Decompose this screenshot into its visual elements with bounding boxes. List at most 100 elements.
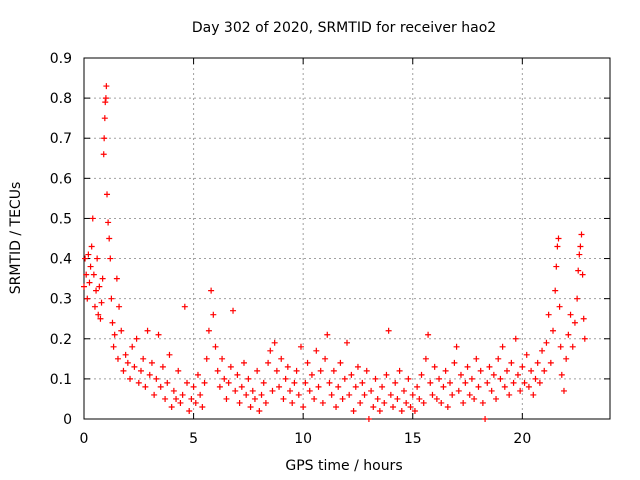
- data-point: [473, 355, 480, 362]
- y-tick-label: 0.5: [50, 211, 72, 227]
- data-point: [466, 391, 473, 398]
- data-point: [118, 327, 125, 334]
- data-point: [116, 303, 123, 310]
- data-point: [534, 359, 541, 366]
- data-point: [427, 379, 434, 386]
- data-point: [186, 407, 193, 414]
- data-point: [282, 375, 289, 382]
- data-point: [140, 355, 147, 362]
- data-point: [254, 367, 261, 374]
- data-point: [324, 331, 331, 338]
- data-points: [81, 83, 588, 422]
- data-point: [223, 395, 230, 402]
- data-point: [199, 403, 206, 410]
- data-point: [230, 307, 237, 314]
- data-point: [173, 395, 180, 402]
- data-point: [315, 383, 322, 390]
- data-point: [571, 319, 578, 326]
- data-point: [232, 387, 239, 394]
- data-point: [105, 219, 112, 226]
- data-point: [341, 375, 348, 382]
- data-point: [162, 395, 169, 402]
- data-point: [409, 391, 416, 398]
- data-point: [104, 191, 111, 198]
- data-point: [363, 367, 370, 374]
- data-point: [471, 395, 478, 402]
- data-point: [558, 371, 565, 378]
- data-point: [346, 391, 353, 398]
- data-point: [151, 391, 158, 398]
- data-point: [168, 403, 175, 410]
- data-point: [175, 367, 182, 374]
- data-point: [330, 367, 337, 374]
- data-point: [88, 243, 95, 250]
- data-point: [431, 363, 438, 370]
- data-point: [304, 359, 311, 366]
- data-point: [170, 387, 177, 394]
- data-point: [536, 379, 543, 386]
- data-point: [201, 379, 208, 386]
- data-point: [482, 416, 489, 422]
- data-point: [110, 343, 117, 350]
- data-point: [179, 391, 186, 398]
- data-point: [486, 363, 493, 370]
- data-point: [578, 231, 585, 238]
- data-point: [227, 363, 234, 370]
- data-point: [135, 379, 142, 386]
- data-point: [208, 287, 215, 294]
- data-point: [514, 371, 521, 378]
- data-point: [552, 287, 559, 294]
- data-point: [484, 379, 491, 386]
- data-point: [89, 215, 96, 222]
- data-point: [280, 395, 287, 402]
- data-point: [83, 271, 90, 278]
- data-point: [107, 255, 114, 262]
- data-point: [449, 391, 456, 398]
- data-point: [442, 367, 449, 374]
- data-point: [475, 383, 482, 390]
- data-point: [243, 391, 250, 398]
- data-point: [142, 383, 149, 390]
- x-axis: 0 5 10 15 20: [80, 58, 531, 447]
- data-point: [177, 399, 184, 406]
- data-point: [556, 303, 563, 310]
- data-point: [84, 295, 91, 302]
- data-point: [103, 83, 110, 90]
- data-point: [407, 403, 414, 410]
- data-point: [335, 383, 342, 390]
- data-point: [493, 395, 500, 402]
- data-point: [90, 271, 97, 278]
- data-point: [453, 343, 460, 350]
- data-point: [155, 331, 162, 338]
- data-point: [420, 399, 427, 406]
- data-point: [512, 335, 519, 342]
- data-point: [219, 355, 226, 362]
- data-point: [411, 407, 418, 414]
- data-point: [405, 375, 412, 382]
- data-point: [447, 379, 454, 386]
- data-point: [297, 343, 304, 350]
- data-point: [422, 355, 429, 362]
- data-point: [425, 331, 432, 338]
- data-point: [87, 263, 94, 270]
- data-point: [216, 383, 223, 390]
- data-point: [326, 379, 333, 386]
- data-point: [269, 387, 276, 394]
- data-point: [416, 395, 423, 402]
- data-point: [101, 115, 108, 122]
- data-point: [317, 367, 324, 374]
- data-point: [523, 351, 530, 358]
- data-point: [238, 383, 245, 390]
- data-point: [289, 399, 296, 406]
- data-point: [519, 363, 526, 370]
- x-tick-label: 0: [80, 431, 89, 447]
- data-point: [99, 275, 106, 282]
- data-point: [370, 403, 377, 410]
- y-tick-label: 0.6: [50, 171, 72, 187]
- data-point: [114, 355, 121, 362]
- data-point: [547, 359, 554, 366]
- data-point: [284, 363, 291, 370]
- data-point: [197, 391, 204, 398]
- plot-frame: [83, 57, 611, 420]
- data-point: [225, 379, 232, 386]
